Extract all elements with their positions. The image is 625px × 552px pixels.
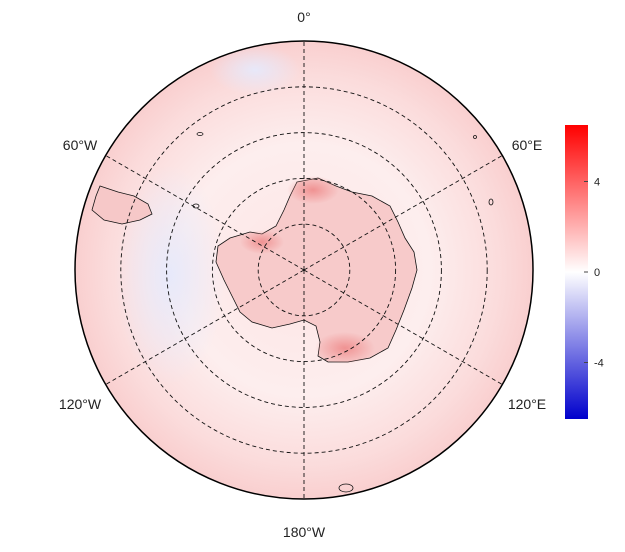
warm-peak-east-coast	[315, 332, 375, 364]
lon-label-180w: 180°W	[283, 524, 326, 540]
colorbar-tick-label: -4	[594, 358, 604, 370]
colorbar-gradient	[565, 125, 588, 419]
meridian-60	[303, 155, 503, 271]
cool-anomaly-patch-west	[115, 165, 225, 385]
island-bouvet	[473, 135, 477, 139]
lon-label-60w: 60°W	[63, 137, 98, 153]
colorbar-tick-label: 4	[594, 177, 600, 189]
meridian-240	[105, 269, 305, 385]
meridian-120	[303, 269, 503, 385]
cool-anomaly-patch-north	[210, 45, 300, 95]
south-america-tip	[91, 185, 153, 225]
warm-peak-west-coast	[240, 230, 284, 254]
colorbar-ticks: 4 0 -4	[584, 177, 604, 370]
colorbar-tick-label: 0	[594, 267, 600, 279]
island-kerguelen	[488, 198, 494, 206]
lon-label-0: 0°	[297, 9, 310, 25]
map-boundary	[74, 40, 534, 500]
anomaly-field	[75, 41, 533, 499]
lon-label-60e: 60°E	[512, 137, 543, 153]
warm-peak-peninsula-base	[287, 176, 339, 204]
parallel-ring-3	[166, 132, 442, 408]
lon-label-120w: 120°W	[59, 396, 102, 412]
island-new-zealand-south	[338, 483, 354, 493]
colorbar: 4 0 -4	[565, 125, 604, 419]
island-south-georgia	[196, 132, 204, 136]
lon-label-120e: 120°E	[508, 396, 546, 412]
meridian-300	[105, 155, 305, 271]
graticule	[105, 41, 503, 499]
